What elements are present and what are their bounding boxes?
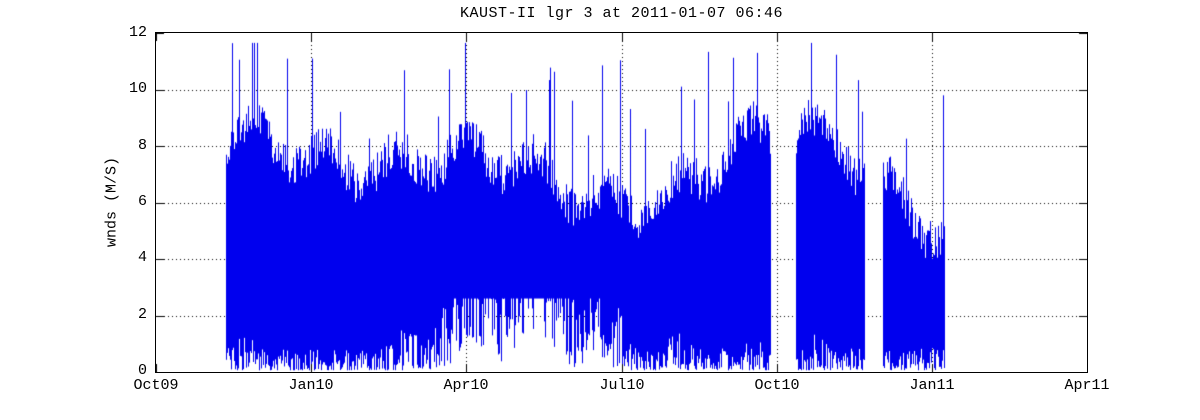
plot-canvas bbox=[156, 33, 1087, 372]
x-tick-label: Oct10 bbox=[754, 377, 800, 394]
chart-title: KAUST-II lgr 3 at 2011-01-07 06:46 bbox=[459, 5, 784, 22]
x-tick-label: Jul10 bbox=[599, 377, 645, 394]
y-tick-label: 6 bbox=[137, 193, 147, 210]
y-tick-label: 0 bbox=[137, 362, 147, 379]
y-tick-label: 2 bbox=[137, 306, 147, 323]
x-tick-label: Jan11 bbox=[909, 377, 955, 394]
plot-area bbox=[155, 32, 1088, 373]
y-tick-label: 4 bbox=[137, 249, 147, 266]
x-tick-label: Oct09 bbox=[133, 377, 179, 394]
x-tick-label: Apr10 bbox=[443, 377, 489, 394]
x-tick-label: Apr11 bbox=[1064, 377, 1110, 394]
y-tick-label: 10 bbox=[128, 80, 147, 97]
y-tick-label: 12 bbox=[128, 24, 147, 41]
x-tick-label: Jan10 bbox=[288, 377, 334, 394]
y-tick-label: 8 bbox=[137, 137, 147, 154]
